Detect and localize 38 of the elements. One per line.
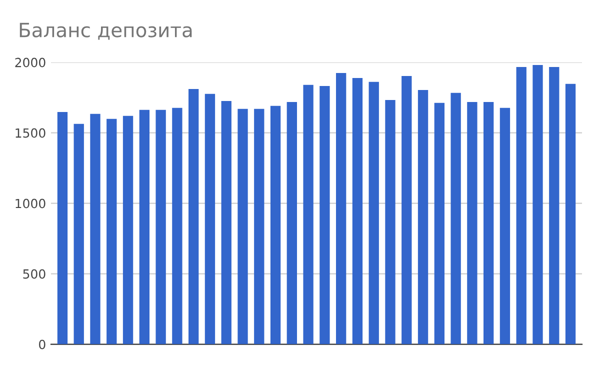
- bar: [565, 84, 576, 344]
- bar: [385, 100, 396, 344]
- bar: [500, 108, 510, 344]
- bar: [221, 100, 232, 344]
- chart-title: Баланс депозита: [20, 22, 192, 40]
- bar: [402, 76, 412, 344]
- bar: [188, 88, 199, 344]
- bar: [352, 78, 363, 344]
- bar: [74, 124, 84, 344]
- bar: [270, 106, 281, 344]
- bar: [549, 66, 560, 344]
- bar: [238, 108, 248, 344]
- bar: [336, 73, 346, 344]
- bar: [320, 86, 330, 344]
- bar: [286, 102, 297, 344]
- bar: [368, 82, 379, 344]
- bar: [90, 114, 100, 344]
- bar: [139, 110, 150, 344]
- bar: [106, 118, 117, 344]
- bar: [484, 102, 494, 344]
- bar: [303, 84, 314, 344]
- y-tick-label: 1000: [16, 198, 46, 208]
- bar: [172, 108, 182, 344]
- bar: [532, 65, 543, 344]
- bar: [516, 66, 526, 344]
- y-tick-label: 500: [23, 269, 46, 279]
- bar: [57, 112, 68, 344]
- bar: [122, 116, 134, 344]
- bar: [204, 94, 216, 344]
- bar: [156, 110, 166, 344]
- bar: [434, 102, 444, 344]
- bar: [450, 92, 461, 344]
- y-tick-label: 2000: [15, 58, 46, 68]
- y-tick-label: 0: [39, 340, 46, 350]
- y-tick-label: 1500: [16, 128, 46, 138]
- bar: [418, 90, 428, 344]
- bar: [254, 108, 264, 344]
- bar: [467, 102, 478, 344]
